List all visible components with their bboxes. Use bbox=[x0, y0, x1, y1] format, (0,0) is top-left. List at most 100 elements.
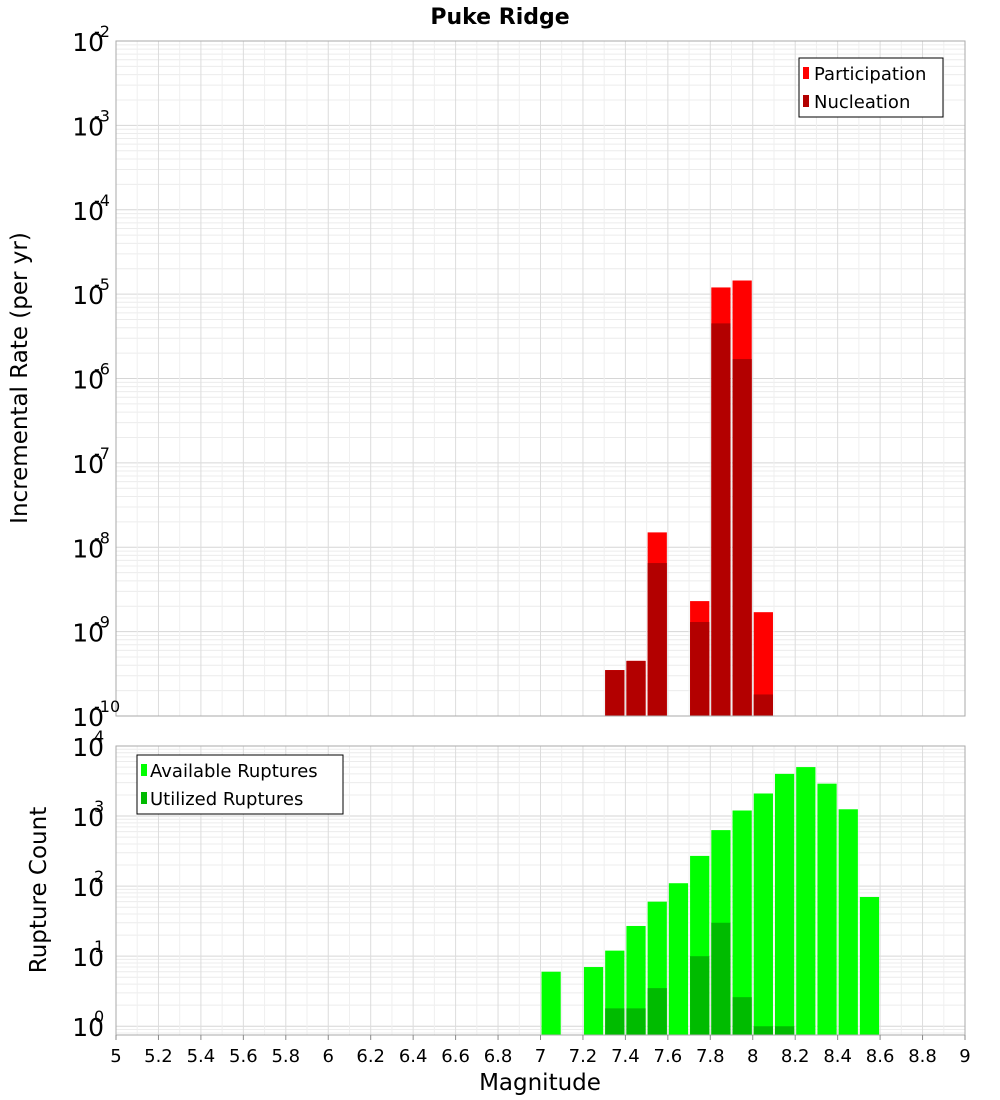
top-y-tick-exponent: -8 bbox=[94, 528, 110, 547]
top-y-tick-exponent: -5 bbox=[94, 275, 110, 294]
x-tick-label: 5.8 bbox=[271, 1046, 300, 1067]
top-y-tick-exponent: -4 bbox=[94, 191, 110, 210]
x-tick-label: 6.6 bbox=[441, 1046, 470, 1067]
x-tick-label: 5.6 bbox=[229, 1046, 258, 1067]
bottom-bar-available-ruptures bbox=[583, 967, 604, 1035]
x-tick-label: 8 bbox=[747, 1046, 758, 1067]
bottom-bar-utilized-ruptures bbox=[605, 1008, 625, 1035]
bottom-bar-available-ruptures bbox=[668, 883, 689, 1035]
x-tick-label: 9 bbox=[959, 1046, 970, 1067]
x-tick-label: 8.6 bbox=[866, 1046, 895, 1067]
bottom-y-tick-exponent: 1 bbox=[94, 937, 104, 956]
top-y-tick-exponent: -7 bbox=[94, 444, 110, 463]
top-bar-nucleation bbox=[753, 694, 773, 716]
x-tick-label: 5 bbox=[110, 1046, 121, 1067]
chart-title: Puke Ridge bbox=[430, 5, 569, 30]
top-y-tick-label: 10 bbox=[72, 197, 104, 226]
x-tick-label: 5.2 bbox=[144, 1046, 173, 1067]
bottom-bar-available-ruptures bbox=[774, 773, 795, 1035]
x-tick-label: 7.8 bbox=[696, 1046, 725, 1067]
top-y-tick-label: 10 bbox=[72, 366, 104, 395]
x-tick-label: 6.8 bbox=[484, 1046, 513, 1067]
x-tick-label: 7.6 bbox=[654, 1046, 683, 1067]
bottom-y-tick-label: 10 bbox=[72, 733, 104, 762]
x-tick-labels: 5 5.2 5.4 5.6 5.8 6 6.2 6.4 6.6 6.8 7 7.2 7.4 7.6 7.8 8… bbox=[110, 1035, 971, 1067]
top-bars bbox=[605, 280, 773, 716]
top-bar-nucleation bbox=[711, 323, 731, 716]
bottom-bar-available-ruptures bbox=[817, 783, 837, 1035]
bottom-y-tick-label: 10 bbox=[72, 873, 104, 902]
x-tick-label: 7.2 bbox=[569, 1046, 598, 1067]
legend-swatch-nucleation bbox=[803, 95, 809, 107]
bottom-bar-available-ruptures bbox=[838, 809, 858, 1035]
bottom-bar-available-ruptures bbox=[753, 793, 773, 1035]
legend-label-available: Available Ruptures bbox=[150, 761, 318, 782]
bottom-y-tick-exponent: 2 bbox=[94, 867, 104, 886]
bottom-bar-utilized-ruptures bbox=[647, 988, 667, 1035]
top-bar-nucleation bbox=[626, 660, 646, 716]
top-y-tick-label: 10 bbox=[72, 28, 104, 57]
bottom-y-tick-label: 10 bbox=[72, 803, 104, 832]
top-y-tick-exponent: -9 bbox=[94, 613, 110, 632]
bottom-legend-box bbox=[136, 754, 344, 815]
top-bar-nucleation bbox=[690, 622, 710, 716]
bottom-y-axis-label: Rupture Count bbox=[26, 807, 52, 973]
x-tick-label: 5.4 bbox=[187, 1046, 216, 1067]
top-bar-nucleation bbox=[732, 359, 752, 716]
x-tick-label: 8.8 bbox=[908, 1046, 937, 1067]
bottom-y-tick-exponent: 4 bbox=[94, 727, 104, 746]
bottom-bars bbox=[541, 767, 880, 1035]
bottom-bar-utilized-ruptures bbox=[626, 1008, 646, 1035]
top-y-tick-exponent: -10 bbox=[94, 697, 120, 716]
top-bar-participation bbox=[753, 612, 773, 716]
top-bar-nucleation bbox=[647, 563, 667, 716]
x-axis-label: Magnitude bbox=[479, 1070, 601, 1096]
top-bar-nucleation bbox=[605, 670, 625, 716]
bottom-bar-available-ruptures bbox=[626, 925, 646, 1035]
top-y-tick-label: 10 bbox=[72, 703, 104, 732]
bottom-bar-utilized-ruptures bbox=[732, 997, 752, 1035]
top-y-tick-exponent: -6 bbox=[94, 360, 110, 379]
bottom-y-tick-exponent: 3 bbox=[94, 797, 104, 816]
x-tick-label: 7 bbox=[535, 1046, 546, 1067]
bottom-bar-available-ruptures bbox=[732, 810, 752, 1035]
top-y-tick-label: 10 bbox=[72, 534, 104, 563]
top-legend: Participation Nucleation bbox=[798, 57, 944, 118]
x-tick-label: 6 bbox=[323, 1046, 334, 1067]
legend-swatch-available bbox=[141, 764, 147, 776]
x-tick-label: 7.4 bbox=[611, 1046, 640, 1067]
x-tick-label: 8.4 bbox=[823, 1046, 852, 1067]
legend-label-nucleation: Nucleation bbox=[814, 92, 910, 113]
top-gridlines bbox=[115, 40, 966, 717]
bottom-legend: Available Ruptures Utilized Ruptures bbox=[136, 754, 344, 815]
bottom-bar-available-ruptures bbox=[859, 896, 880, 1035]
top-y-tick-label: 10 bbox=[72, 619, 104, 648]
bottom-bar-utilized-ruptures bbox=[711, 922, 731, 1035]
top-y-tick-label: 10 bbox=[72, 281, 104, 310]
bottom-y-tick-label: 10 bbox=[72, 943, 104, 972]
top-legend-box bbox=[798, 57, 944, 118]
x-tick-label: 6.2 bbox=[356, 1046, 385, 1067]
bottom-y-tick-label: 10 bbox=[72, 1013, 104, 1042]
x-tick-label: 6.4 bbox=[399, 1046, 428, 1067]
legend-swatch-participation bbox=[803, 67, 809, 79]
bottom-bar-available-ruptures bbox=[796, 767, 816, 1035]
legend-label-participation: Participation bbox=[814, 64, 926, 85]
bottom-bar-available-ruptures bbox=[541, 971, 561, 1035]
bottom-y-tick-exponent: 0 bbox=[94, 1007, 104, 1026]
legend-swatch-utilized bbox=[141, 792, 147, 804]
bottom-bar-utilized-ruptures bbox=[690, 956, 710, 1035]
bottom-bar-utilized-ruptures bbox=[753, 1026, 773, 1035]
top-y-tick-label: 10 bbox=[72, 112, 104, 141]
top-y-tick-exponent: -2 bbox=[94, 22, 110, 41]
top-y-tick-label: 10 bbox=[72, 450, 104, 479]
top-y-tick-exponent: -3 bbox=[94, 106, 110, 125]
top-plot-frame bbox=[115, 40, 966, 717]
bottom-bar-utilized-ruptures bbox=[774, 1026, 795, 1035]
x-tick-label: 8.2 bbox=[781, 1046, 810, 1067]
